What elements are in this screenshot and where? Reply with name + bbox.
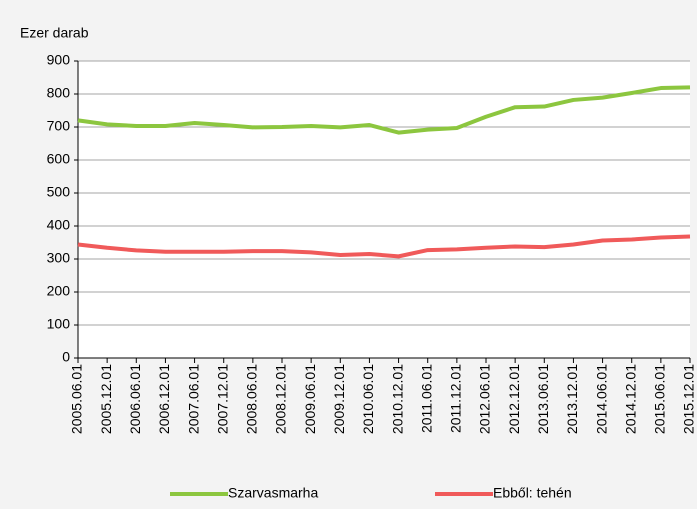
x-tick-label: 2007.06.01: [185, 364, 201, 434]
series-line: [77, 234, 691, 259]
y-tick-label: 0: [62, 349, 70, 365]
x-tick-label: 2011.12.01: [448, 364, 464, 433]
x-tick-label: 2010.12.01: [389, 364, 405, 434]
y-tick-label: 100: [47, 316, 71, 332]
series-line: [77, 85, 691, 135]
x-tick-label: 2009.12.01: [331, 364, 347, 434]
legend-label: Szarvasmarha: [228, 485, 318, 501]
x-tick-label: 2013.12.01: [564, 364, 580, 434]
x-tick-label: 2013.06.01: [535, 364, 551, 434]
x-tick-label: 2006.12.01: [156, 364, 172, 434]
x-tick-label: 2014.06.01: [593, 364, 609, 434]
y-tick-label: 700: [47, 118, 71, 134]
x-tick-label: 2008.06.01: [244, 364, 260, 434]
y-tick-label: 400: [47, 217, 71, 233]
y-tick-label: 800: [47, 85, 71, 101]
plot-area: [78, 61, 690, 358]
x-tick-label: 2011.06.01: [418, 364, 434, 433]
x-tick-label: 2010.06.01: [360, 364, 376, 434]
x-tick-label: 2007.12.01: [214, 364, 230, 434]
y-tick-label: 300: [47, 250, 71, 266]
legend-label: Ebből: tehén: [493, 485, 572, 501]
y-tick-label: 900: [47, 52, 71, 68]
x-tick-label: 2006.06.01: [127, 364, 143, 434]
x-tick-label: 2009.06.01: [302, 364, 318, 434]
x-tick-label: 2005.12.01: [98, 364, 114, 434]
x-tick-label: 2012.06.01: [477, 364, 493, 434]
x-tick-label: 2014.12.01: [622, 364, 638, 434]
x-tick-label: 2015.12.01: [681, 364, 697, 434]
x-tick-label: 2005.06.01: [69, 364, 85, 434]
y-tick-label: 500: [47, 184, 71, 200]
x-tick-label: 2008.12.01: [273, 364, 289, 434]
y-tick-label: 600: [47, 151, 71, 167]
x-tick-label: 2015.06.01: [652, 364, 668, 434]
y-axis-title: Ezer darab: [20, 25, 89, 41]
y-tick-label: 200: [47, 283, 71, 299]
x-tick-label: 2012.12.01: [506, 364, 522, 434]
